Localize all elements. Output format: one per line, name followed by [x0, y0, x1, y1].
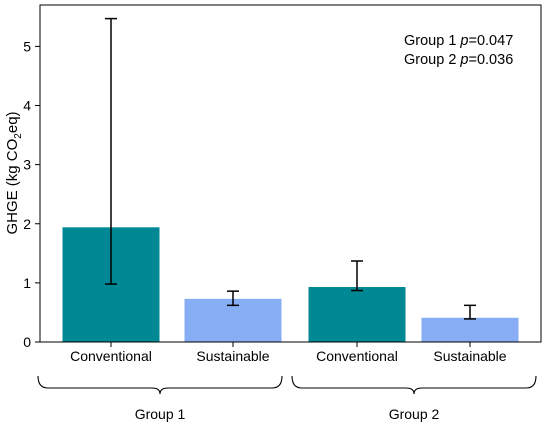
x-tick-label-2: Sustainable	[196, 348, 269, 364]
x-tick-label-3: Conventional	[316, 348, 398, 364]
y-axis-label-subscript: 2	[13, 133, 24, 139]
x-axis: Conventional Sustainable Conventional Susta…	[70, 342, 507, 364]
bar-4	[421, 317, 519, 342]
y-tick-label-4: 4	[23, 98, 31, 114]
x-tick-label-4: Sustainable	[433, 348, 506, 364]
bar-3	[308, 287, 406, 342]
plot-frame	[39, 4, 542, 343]
y-tick-label-0: 0	[23, 334, 31, 350]
y-tick-label-2: 2	[23, 216, 31, 232]
error-bars-layer	[105, 17, 476, 320]
y-tick-label-5: 5	[23, 38, 31, 54]
group-label-1: Group 1	[135, 406, 186, 422]
y-tick-label-3: 3	[23, 157, 31, 173]
bars-layer	[62, 227, 519, 342]
group-bracket-1	[37, 375, 283, 395]
annotation-group1-p: Group 1 p=0.047	[404, 33, 513, 49]
y-axis-label: GHGE (kg CO2eq)	[4, 111, 24, 234]
annotation-group2-p: Group 2 p=0.036	[404, 52, 513, 68]
group-brackets: Group 1 Group 2	[37, 375, 537, 422]
y-tick-label-1: 1	[23, 275, 31, 291]
y-axis-label-main: GHGE (kg CO	[4, 139, 21, 235]
group-label-2: Group 2	[389, 406, 440, 422]
group-bracket-2	[291, 375, 537, 395]
x-tick-label-1: Conventional	[70, 348, 152, 364]
y-axis: 0 1 2 3 4 5	[23, 38, 40, 350]
y-axis-label-end: eq)	[4, 111, 21, 133]
